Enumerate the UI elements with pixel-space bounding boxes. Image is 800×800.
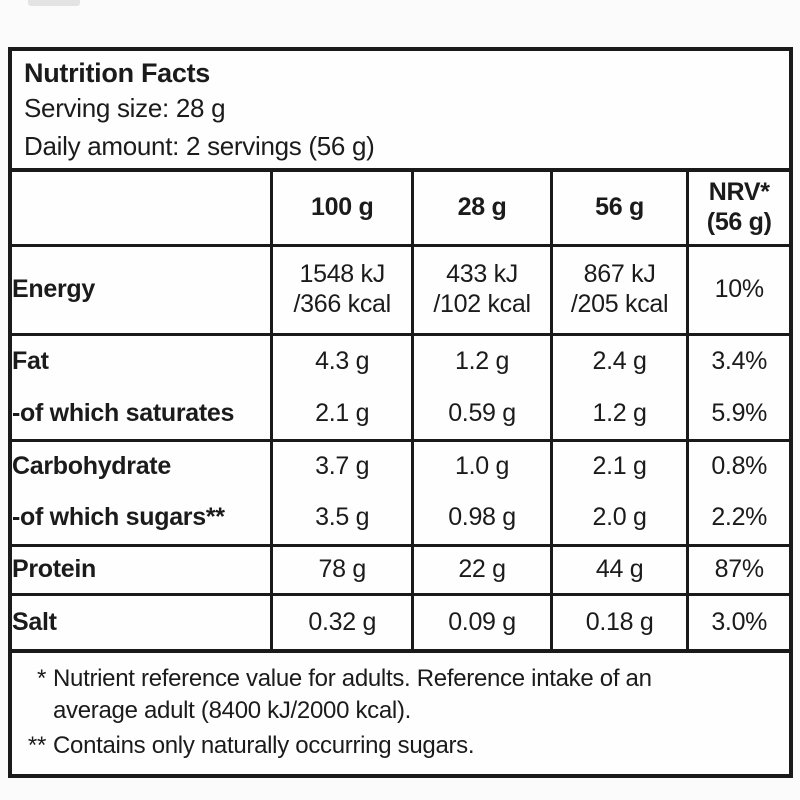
table-row-protein: Protein 78 g 22 g 44 g 87% [12, 545, 789, 596]
table-row-saturates: -of which saturates 2.1 g 0.59 g 1.2 g 5… [12, 388, 789, 442]
nutrient-nrv-value: 87% [686, 545, 789, 596]
column-header-100g: 100 g [270, 172, 413, 247]
nutrition-facts-label: Nutrition Facts Serving size: 28 g Daily… [8, 47, 793, 779]
nutrient-label: Protein [12, 545, 272, 596]
nutrient-label: Energy [12, 245, 272, 336]
table-row-fat: Fat 4.3 g 1.2 g 2.4 g 3.4% [12, 334, 789, 388]
nutrient-value-100g: 2.1 g [270, 388, 413, 442]
table-row-salt: Salt 0.32 g 0.09 g 0.18 g 3.0% [12, 594, 789, 649]
footnote-text: Nutrient reference value for adults. Ref… [53, 665, 652, 725]
nutrient-nrv-value: 0.8% [686, 440, 789, 492]
footnote-sugars: ** Contains only naturally occurring sug… [24, 730, 775, 762]
column-header-blank [12, 172, 272, 247]
column-header-nrv: NRV* (56 g) [686, 172, 789, 247]
nutrient-value-100g: 3.5 g [270, 492, 413, 547]
nutrient-nrv-value: 3.4% [686, 334, 789, 388]
table-row-sugars: -of which sugars** 3.5 g 0.98 g 2.0 g 2.… [12, 492, 789, 547]
label-header: Nutrition Facts Serving size: 28 g Daily… [12, 51, 789, 172]
nutrient-value-56g: 2.0 g [549, 492, 688, 547]
nutrient-value-28g: 0.09 g [411, 594, 552, 649]
scan-artifact [28, 0, 80, 6]
nutrition-table: 100 g 28 g 56 g NRV* (56 g) Energy 1548 … [12, 172, 789, 649]
serving-size-line: Serving size: 28 g [24, 93, 226, 124]
footnote-text: Contains only naturally occurring sugars… [53, 731, 475, 759]
footnotes-section: * Nutrient reference value for adults. R… [12, 649, 789, 774]
footnote-marker: ** [27, 731, 46, 759]
nutrient-value-100g: 3.7 g [270, 440, 413, 492]
nutrient-value-28g: 0.98 g [411, 492, 552, 547]
table-row-carbohydrate: Carbohydrate 3.7 g 1.0 g 2.1 g 0.8% [12, 440, 789, 492]
column-header-row: 100 g 28 g 56 g NRV* (56 g) [12, 172, 789, 247]
nutrient-label: Fat [12, 347, 49, 375]
nutrient-nrv-value: 2.2% [686, 492, 789, 547]
nutrient-label: -of which sugars** [12, 492, 272, 547]
nutrient-value-28g: 1.2 g [411, 334, 552, 388]
nutrient-value-56g: 2.4 g [549, 334, 688, 388]
nutrient-value-56g: 2.1 g [549, 440, 688, 492]
daily-amount-line: Daily amount: 2 servings (56 g) [24, 131, 375, 162]
footnote-nrv: * Nutrient reference value for adults. R… [24, 663, 775, 728]
column-header-56g: 56 g [549, 172, 688, 247]
nutrient-value-100g: 4.3 g [270, 334, 413, 388]
nutrient-value-56g: 0.18 g [549, 594, 688, 649]
nutrient-value-100g: 1548 kJ /366 kcal [270, 245, 413, 336]
footnote-marker: * [36, 665, 46, 692]
table-row-energy: Energy 1548 kJ /366 kcal 433 kJ /102 kca… [12, 245, 789, 336]
nutrient-label: -of which saturates [12, 388, 272, 442]
nutrient-value-100g: 0.32 g [270, 594, 413, 649]
label-title: Nutrition Facts [24, 58, 211, 88]
nutrient-label: Carbohydrate [12, 452, 171, 480]
nutrient-nrv-value: 3.0% [686, 594, 789, 649]
nutrient-value-28g: 433 kJ /102 kcal [411, 245, 552, 336]
nutrient-nrv-value: 10% [686, 245, 789, 336]
nutrient-value-56g: 867 kJ /205 kcal [549, 245, 688, 336]
nutrient-value-56g: 44 g [549, 545, 688, 596]
nutrient-value-28g: 0.59 g [411, 388, 552, 442]
nutrient-label: Salt [12, 607, 57, 636]
nutrient-value-28g: 22 g [411, 545, 552, 596]
nutrient-nrv-value: 5.9% [686, 388, 789, 442]
nutrient-value-100g: 78 g [270, 545, 413, 596]
column-header-28g: 28 g [411, 172, 552, 247]
nutrient-value-28g: 1.0 g [411, 440, 552, 492]
nutrient-value-56g: 1.2 g [549, 388, 688, 442]
